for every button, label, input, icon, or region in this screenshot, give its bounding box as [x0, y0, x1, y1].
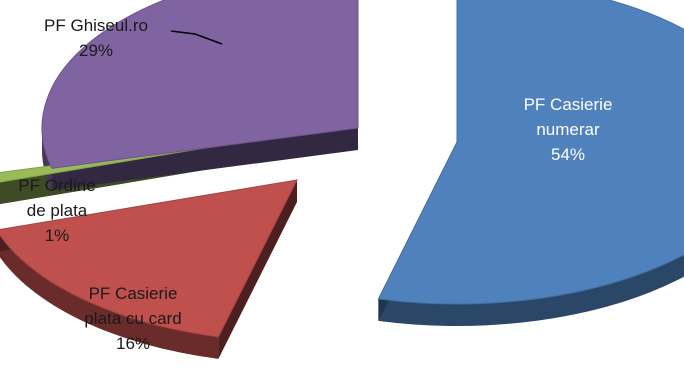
slice-label-numerar: PF Casierie numerar 54% — [523, 95, 613, 164]
slice-cut-ghiseul-0 — [51, 128, 358, 191]
slice-card — [0, 179, 298, 338]
slice-label-ordine: PF Ordine de plata 1% — [18, 176, 96, 245]
slice-ghiseul — [41, 0, 359, 169]
leader-line-ghiseul — [170, 30, 223, 45]
slice-wall-card — [0, 235, 219, 359]
slice-wall-ghiseul — [42, 128, 52, 191]
slice-numerar — [377, 0, 684, 305]
pie-top-faces — [0, 0, 684, 338]
slice-label-card: PF Casierie plata cu card 16% — [84, 284, 182, 353]
slice-cut-card-0 — [218, 180, 297, 359]
slice-wall-numerar — [378, 254, 684, 326]
slice-label-ghiseul: PF Ghiseul.ro 29% — [44, 16, 148, 60]
